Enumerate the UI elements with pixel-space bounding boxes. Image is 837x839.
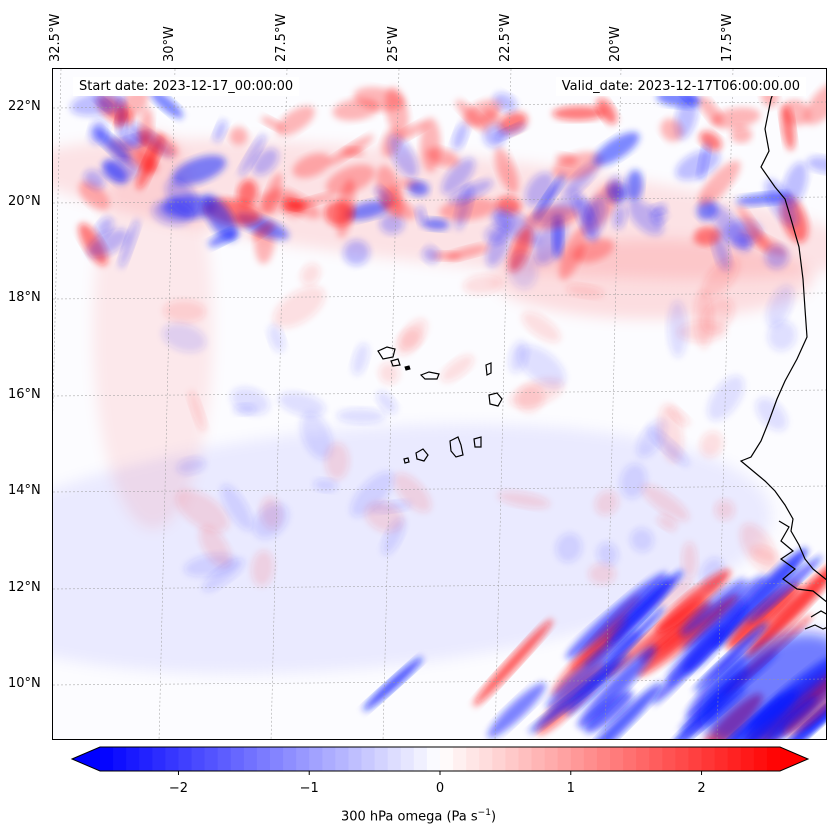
island-fogo [415, 448, 429, 462]
island-sao-vicente [390, 358, 401, 367]
africa-coastline [739, 76, 826, 581]
colorbar-bands [72, 747, 808, 771]
lon-label-32-5w: 32.5°W [48, 13, 63, 62]
colorbar-tickmarks [177, 771, 703, 775]
lon-label-25w: 25°W [386, 26, 401, 62]
lon-label-22-5w: 22.5°W [498, 13, 513, 62]
omega-field [53, 81, 826, 739]
omega-field-map [53, 69, 826, 739]
colorbar-label-main: 300 hPa omega (Pa s [340, 809, 478, 825]
lat-label-16n: 16°N [8, 387, 41, 402]
colorbar-tick-2: 2 [697, 781, 706, 796]
lat-label-14n: 14°N [8, 483, 41, 498]
graticule [53, 69, 826, 739]
island-maio [473, 436, 482, 448]
colorbar-tick-neg1: −1 [299, 781, 319, 796]
colorbar-tick-neg2: −2 [168, 781, 189, 796]
colorbar-label-close: ) [490, 809, 497, 825]
island-boa-vista [488, 392, 503, 407]
lon-label-27-5w: 27.5°W [274, 13, 289, 62]
colorbar-tick-0: 0 [435, 781, 445, 796]
coastline-inlet [804, 610, 826, 630]
map-panel: Start date: 2023-12-17_00:00:00 Valid_da… [52, 68, 827, 740]
island-sal [485, 362, 492, 376]
colorbar-label-exponent: −1 [477, 808, 491, 818]
lat-label-20n: 20°N [8, 194, 41, 209]
lon-label-20w: 20°W [608, 26, 623, 62]
coastlines [377, 76, 826, 630]
lon-label-17-5w: 17.5°W [720, 13, 735, 62]
africa-coastline-south [778, 520, 826, 603]
lat-label-18n: 18°N [8, 290, 41, 305]
colorbar [70, 746, 810, 775]
island-santiago [449, 436, 464, 458]
colorbar-outline [70, 746, 810, 772]
lat-label-10n: 10°N [8, 676, 41, 691]
lat-label-12n: 12°N [8, 580, 41, 595]
island-brava [403, 457, 410, 464]
lon-label-30w: 30°W [162, 26, 177, 62]
island-santa-luzia [404, 365, 411, 371]
island-sao-nicolau [419, 371, 440, 380]
start-date-label: Start date: 2023-12-17_00:00:00 [73, 77, 300, 96]
lat-label-22n: 22°N [8, 99, 41, 114]
valid-date-label: Valid_date: 2023-12-17T06:00:00.00 [555, 77, 806, 96]
island-santo-antao [377, 346, 396, 360]
colorbar-tick-1: 1 [566, 781, 575, 796]
colorbar-label: 300 hPa omega (Pa s−1) [0, 808, 837, 824]
